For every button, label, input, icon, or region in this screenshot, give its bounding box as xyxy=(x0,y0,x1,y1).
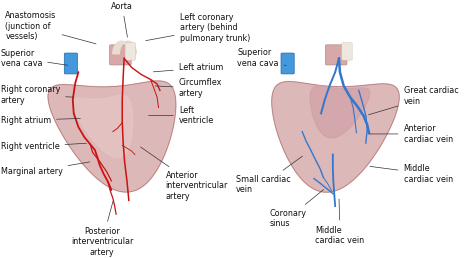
FancyBboxPatch shape xyxy=(325,45,347,65)
Text: Great cardiac
vein: Great cardiac vein xyxy=(368,86,458,115)
FancyBboxPatch shape xyxy=(281,53,294,74)
Polygon shape xyxy=(113,41,137,54)
FancyBboxPatch shape xyxy=(342,43,352,60)
Polygon shape xyxy=(310,86,370,138)
Text: Middle
cardiac vein: Middle cardiac vein xyxy=(315,199,365,245)
Text: Anastomosis
(junction of
vessels): Anastomosis (junction of vessels) xyxy=(5,11,96,44)
Text: Circumflex
artery: Circumflex artery xyxy=(155,78,222,98)
Text: Right atrium: Right atrium xyxy=(0,116,81,125)
Text: Marginal artery: Marginal artery xyxy=(0,162,90,176)
FancyBboxPatch shape xyxy=(125,43,136,60)
Text: Posterior
interventricular
artery: Posterior interventricular artery xyxy=(71,201,133,256)
FancyBboxPatch shape xyxy=(109,45,131,65)
FancyBboxPatch shape xyxy=(64,53,77,74)
Text: Middle
cardiac vein: Middle cardiac vein xyxy=(370,164,453,184)
Text: Coronary
sinus: Coronary sinus xyxy=(269,190,324,228)
Text: Anterior
interventricular
artery: Anterior interventricular artery xyxy=(141,147,228,201)
Text: Anterior
cardiac vein: Anterior cardiac vein xyxy=(370,124,453,144)
Text: Small cardiac
vein: Small cardiac vein xyxy=(236,156,302,194)
Text: Left coronary
artery (behind
pulmonary trunk): Left coronary artery (behind pulmonary t… xyxy=(146,13,250,43)
Text: Right coronary
artery: Right coronary artery xyxy=(0,85,73,105)
Text: Superior
vena cava: Superior vena cava xyxy=(0,49,68,68)
Polygon shape xyxy=(48,81,176,192)
Text: Right ventricle: Right ventricle xyxy=(0,142,86,151)
Text: Superior
vena cava: Superior vena cava xyxy=(237,48,286,68)
Polygon shape xyxy=(272,82,399,192)
Text: Left atrium: Left atrium xyxy=(153,63,223,72)
Polygon shape xyxy=(73,95,133,158)
Text: Left
ventricle: Left ventricle xyxy=(148,106,214,125)
Text: Aorta: Aorta xyxy=(111,2,133,37)
